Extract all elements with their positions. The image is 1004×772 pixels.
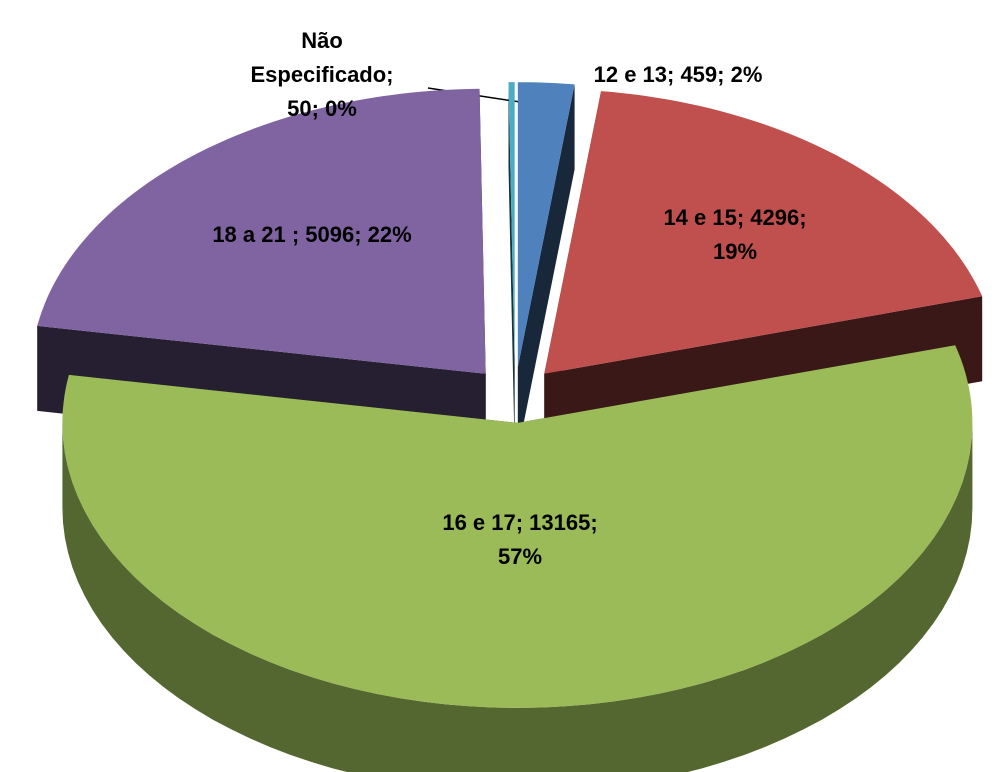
data-label: 12 e 13; 459; 2%	[593, 62, 763, 87]
slice-side	[62, 422, 973, 772]
slice-wall	[517, 84, 575, 453]
data-label: 14 e 15; 4296; 19%	[663, 205, 807, 264]
slice	[37, 88, 486, 374]
slice-wall	[508, 82, 515, 453]
data-label: 18 a 21 ; 5096; 22%	[212, 222, 412, 247]
data-label: Não Especificado; 50; 0%	[250, 28, 394, 121]
slice	[508, 82, 515, 368]
slice	[544, 91, 983, 374]
data-label: 16 e 17; 13165; 57%	[442, 510, 598, 569]
slice	[62, 345, 973, 708]
slice	[517, 82, 575, 368]
